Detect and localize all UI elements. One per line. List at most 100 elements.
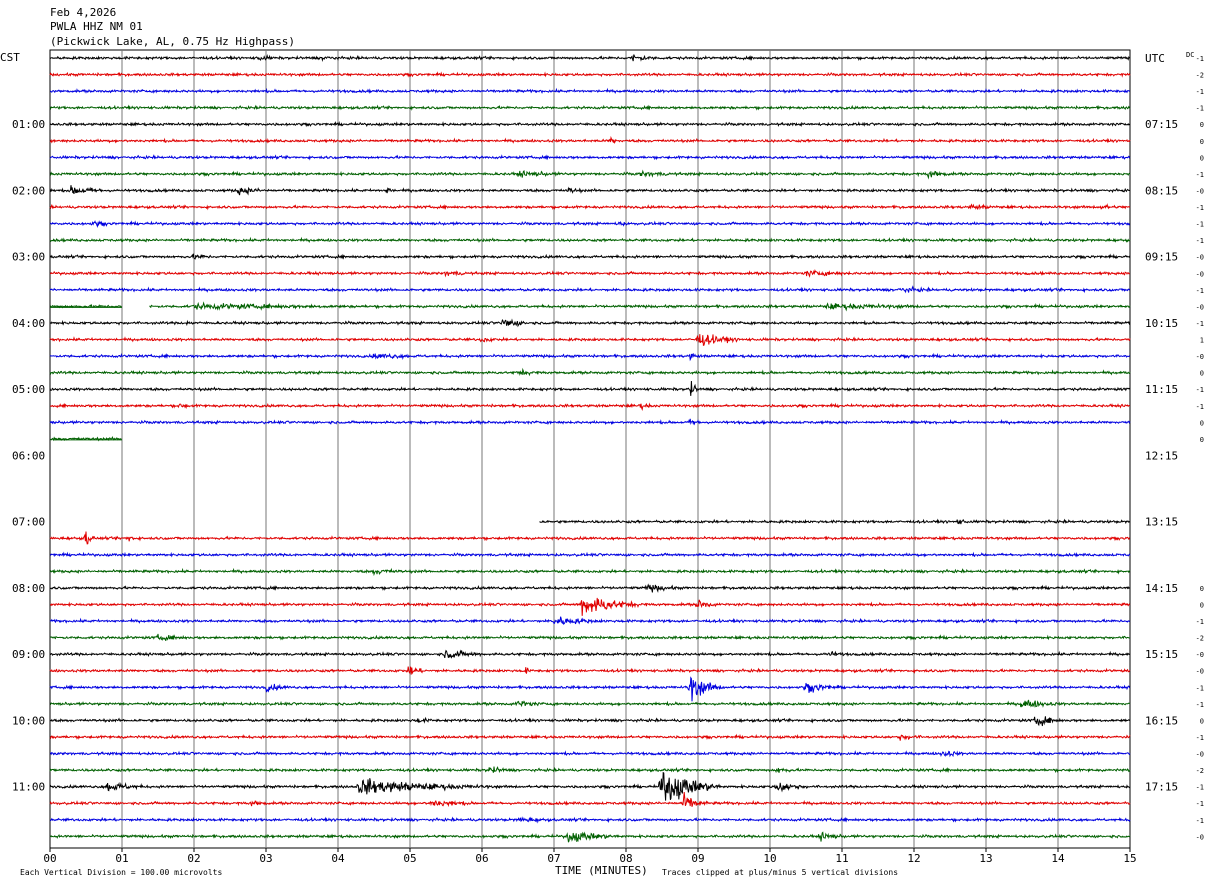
seismic-trace-line xyxy=(49,676,1131,702)
x-tick-label: 12 xyxy=(907,852,920,865)
x-tick-label: 10 xyxy=(763,852,776,865)
seismic-trace-line xyxy=(50,402,1131,411)
seismic-trace-line xyxy=(49,269,1131,278)
x-tick-label: 00 xyxy=(43,852,56,865)
header-date: Feb 4,2026 xyxy=(50,6,116,19)
x-tick-label: 05 xyxy=(403,852,416,865)
dc-offset-value: -0 xyxy=(1196,651,1204,659)
dc-offset-value: -1 xyxy=(1196,817,1204,825)
trace-layer xyxy=(49,54,1131,843)
dc-offset-value: -2 xyxy=(1196,767,1204,775)
seismic-trace-line xyxy=(49,54,1131,62)
x-tick-label: 15 xyxy=(1123,852,1136,865)
seismic-trace-line xyxy=(49,716,1131,727)
local-hour-label: 11:00 xyxy=(12,781,45,794)
local-hour-label: 02:00 xyxy=(12,184,45,197)
dc-offset-value: -0 xyxy=(1196,751,1204,759)
utc-hour-label: 17:15 xyxy=(1145,781,1178,794)
scale-note: Each Vertical Division = 100.00 microvol… xyxy=(20,868,222,877)
seismic-trace-line xyxy=(49,583,1131,593)
utc-hour-label: 15:15 xyxy=(1145,648,1178,661)
x-tick-label: 02 xyxy=(187,852,200,865)
utc-hour-label: 16:15 xyxy=(1145,714,1178,727)
clip-note: Traces clipped at plus/minus 5 vertical … xyxy=(662,868,898,877)
local-hour-label: 01:00 xyxy=(12,118,45,131)
seismic-trace-line xyxy=(49,104,1131,111)
seismic-trace-line xyxy=(49,135,1131,145)
dc-offset-value: -1 xyxy=(1196,88,1204,96)
dc-offset-value: -0 xyxy=(1196,353,1204,361)
seismic-trace-line xyxy=(49,352,1131,362)
x-tick-label: 06 xyxy=(475,852,488,865)
utc-hour-label: 09:15 xyxy=(1145,251,1178,264)
x-tick-label: 08 xyxy=(619,852,632,865)
seismic-trace-line xyxy=(49,301,1131,312)
local-hour-label: 10:00 xyxy=(12,714,45,727)
plot-frame xyxy=(49,49,1131,849)
seismic-trace-line xyxy=(49,766,1131,774)
dc-offset-value: -1 xyxy=(1196,784,1204,792)
seismic-trace-line xyxy=(49,203,1131,211)
dc-offset-value: -1 xyxy=(1196,701,1204,709)
seismic-trace-line xyxy=(49,792,1131,808)
dc-offset-value: 0 xyxy=(1200,419,1204,427)
local-hour-label: 05:00 xyxy=(12,383,45,396)
dc-offset-value: -1 xyxy=(1196,237,1204,245)
dc-offset-value: -0 xyxy=(1196,668,1204,676)
x-axis-title: TIME (MINUTES) xyxy=(555,864,648,877)
seismic-trace-line xyxy=(49,220,1131,229)
seismic-trace-line xyxy=(49,87,1131,95)
label-layer: 00 01 02 03 04 05 06 07 08 09 10 11 12 13 14 1501:0002:… xyxy=(12,52,1204,865)
dc-offset-value: -1 xyxy=(1196,734,1204,742)
dc-offset-value: -1 xyxy=(1196,221,1204,229)
dc-offset-value: 0 xyxy=(1200,370,1204,378)
dc-label: DC xyxy=(1186,51,1194,59)
x-tick-label: 14 xyxy=(1051,852,1065,865)
header-location: (Pickwick Lake, AL, 0.75 Hz Highpass) xyxy=(50,35,295,48)
x-tick-label: 13 xyxy=(979,852,992,865)
dc-offset-value: 0 xyxy=(1200,121,1204,129)
dc-offset-value: -1 xyxy=(1196,204,1204,212)
dc-offset-value: -0 xyxy=(1196,254,1204,262)
seismic-trace-line xyxy=(49,380,1131,396)
dc-offset-value: -1 xyxy=(1196,171,1204,179)
seismic-trace-line xyxy=(49,531,1131,545)
seismic-trace-line xyxy=(49,185,1131,196)
local-hour-label: 07:00 xyxy=(12,516,45,529)
seismic-trace-line xyxy=(49,120,1131,128)
right-timezone-label: UTC xyxy=(1145,52,1165,65)
seismic-trace-line xyxy=(49,236,1131,243)
utc-hour-label: 11:15 xyxy=(1145,383,1178,396)
seismic-trace-line xyxy=(50,597,1131,616)
dc-offset-value: 0 xyxy=(1200,717,1204,725)
seismic-trace-line xyxy=(49,334,1131,346)
seismic-trace-line xyxy=(49,771,1131,801)
seismic-trace-line xyxy=(49,567,1131,577)
seismic-trace-line xyxy=(49,699,1131,708)
dc-offset-value: -1 xyxy=(1196,386,1204,394)
left-timezone-label: CST xyxy=(0,51,20,64)
dc-offset-value: -0 xyxy=(1196,270,1204,278)
seismic-trace-line xyxy=(539,518,1130,525)
dc-offset-value: -0 xyxy=(1196,187,1204,195)
dc-offset-value: -1 xyxy=(1196,618,1204,626)
seismic-trace-line xyxy=(49,318,1131,328)
dc-offset-value: -1 xyxy=(1196,800,1204,808)
seismic-trace-line xyxy=(49,71,1131,78)
local-hour-label: 04:00 xyxy=(12,317,45,330)
local-hour-label: 06:00 xyxy=(12,449,45,462)
x-tick-label: 07 xyxy=(547,852,560,865)
dc-offset-value: -1 xyxy=(1196,55,1204,63)
dc-offset-value: -1 xyxy=(1196,403,1204,411)
dc-offset-value: 0 xyxy=(1200,138,1204,146)
seismic-trace-line xyxy=(49,831,1131,843)
local-hour-label: 03:00 xyxy=(12,251,45,264)
header-station: PWLA HHZ NM 01 xyxy=(50,20,143,33)
dc-offset-value: -0 xyxy=(1196,303,1204,311)
utc-hour-label: 12:15 xyxy=(1145,449,1178,462)
x-tick-label: 04 xyxy=(331,852,345,865)
seismic-trace-line xyxy=(49,633,1131,641)
seismic-trace-line xyxy=(49,733,1131,741)
dc-offset-value: 0 xyxy=(1200,436,1204,444)
